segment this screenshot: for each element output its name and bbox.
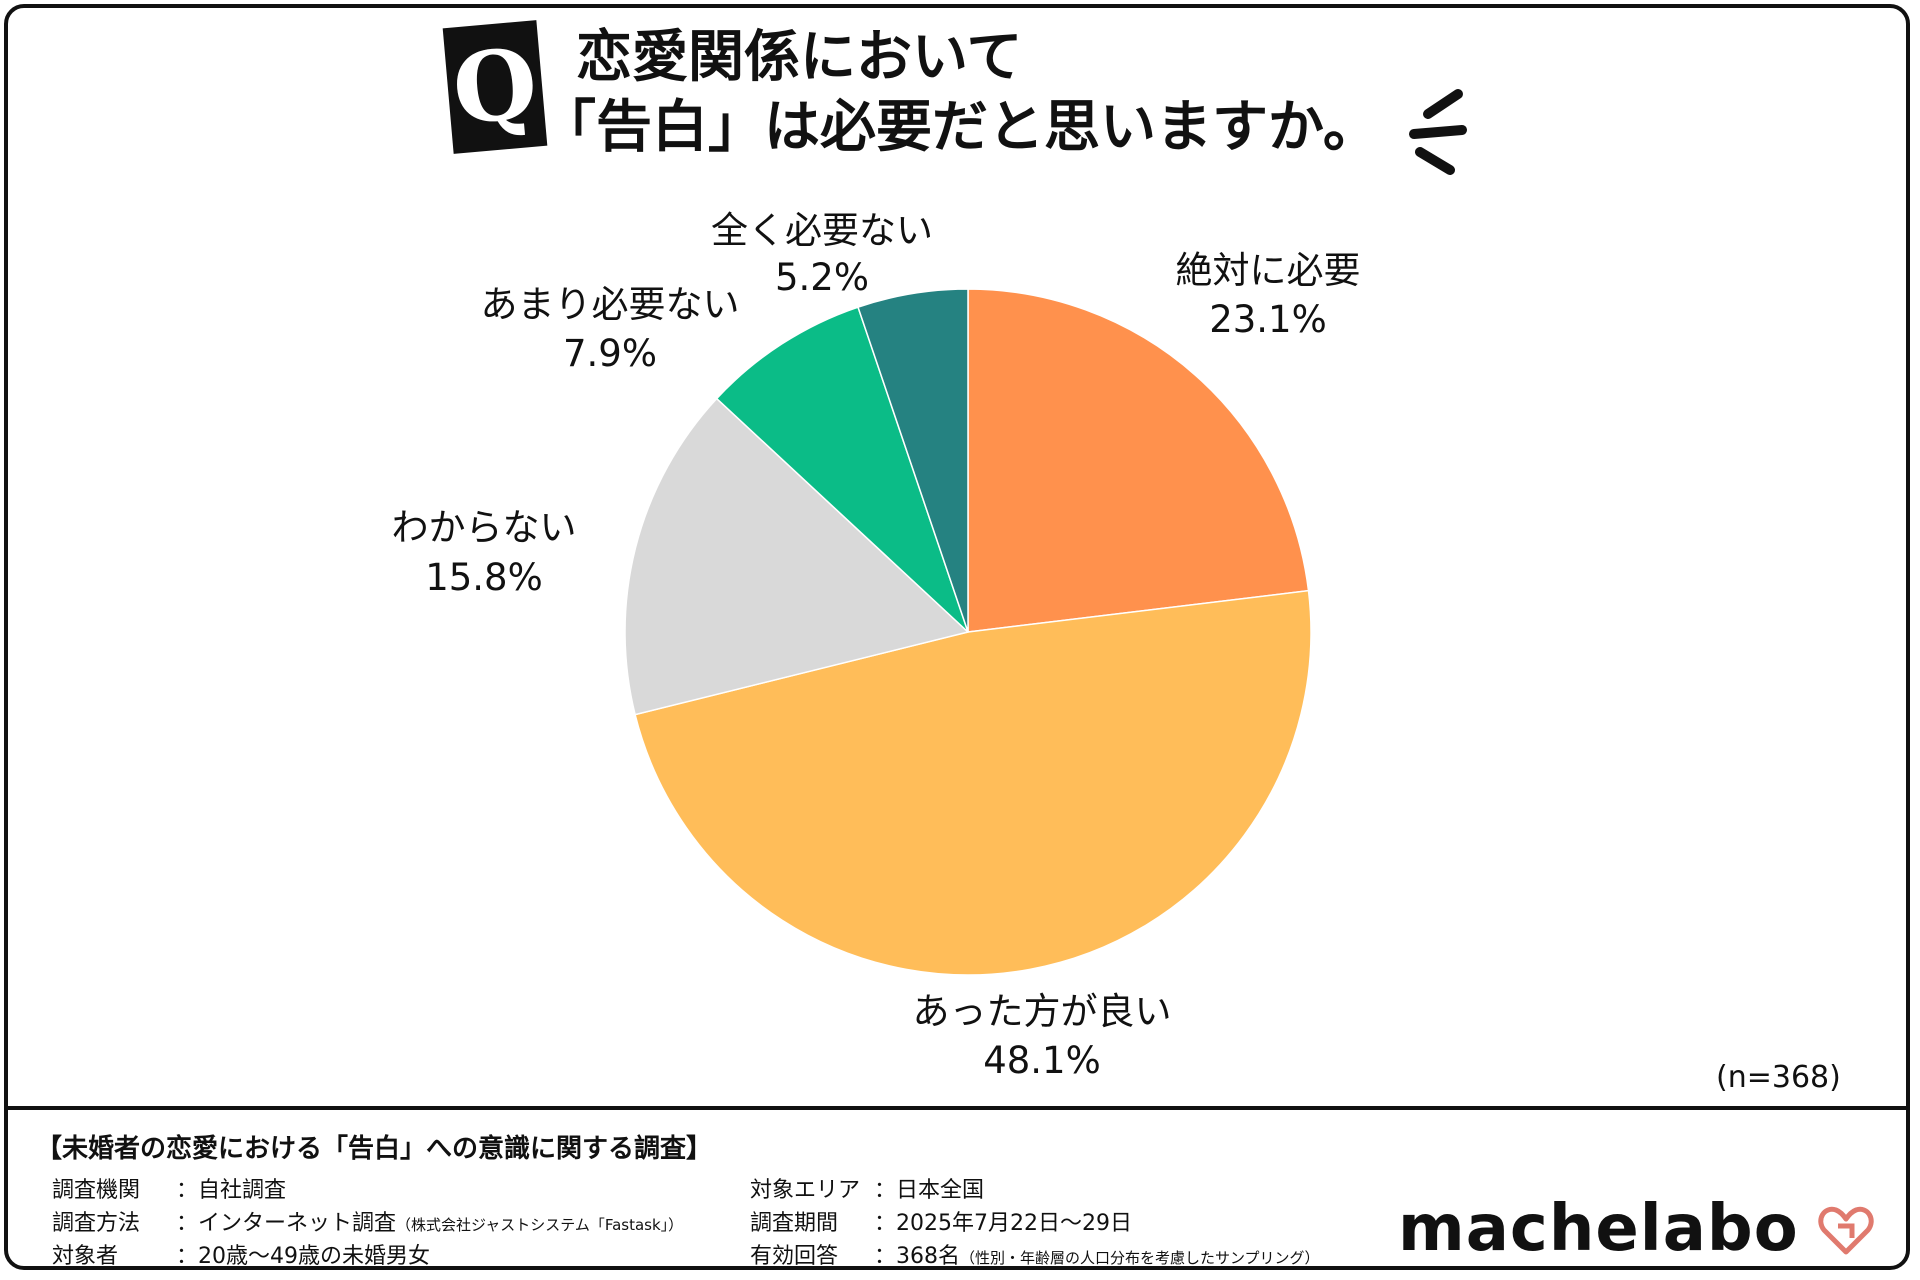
emphasis-sparks-icon — [1409, 89, 1467, 175]
slice-label-2: わからない — [392, 506, 577, 549]
slice-label-3: あまり必要ない — [481, 283, 740, 326]
info-right-0: 対象エリア ：日本全国 — [750, 1178, 985, 1203]
title-line-2: 「告白」は必要だと思いますか。 — [540, 95, 1379, 160]
info-right-1: 調査期間 ：2025年7月22日〜29日 — [750, 1211, 1132, 1236]
slice-label-0: 絶対に必要 — [1176, 249, 1361, 292]
info-left-1: 調査方法 ：インターネット調査（株式会社ジャストシステム「Fastask」） — [52, 1211, 684, 1236]
pie-slice-4 — [857, 288, 969, 633]
machelabo-logo: machelabo — [1398, 1192, 1799, 1266]
slice-label-4: 全く必要ない — [711, 209, 933, 252]
slice-value-0: 23.1% — [1209, 298, 1327, 341]
chart-title: 恋愛関係において 「告白」は必要だと思いますか。 — [540, 24, 1379, 164]
sample-size-note: (n=368) — [1716, 1060, 1841, 1095]
slice-value-3: 7.9% — [563, 332, 657, 375]
pie-slice-0 — [967, 288, 1310, 633]
heart-logo-icon — [1818, 1206, 1874, 1255]
info-right-2: 有効回答 ：368名（性別・年齢層の人口分布を考慮したサンプリング） — [750, 1244, 1320, 1269]
slice-label-1: あった方が良い — [913, 990, 1172, 1033]
slice-value-1: 48.1% — [983, 1039, 1101, 1082]
info-left-0: 調査機関 ：自社調査 — [52, 1178, 287, 1203]
slice-value-4: 5.2% — [775, 256, 869, 299]
slice-value-2: 15.8% — [425, 556, 543, 599]
pie-slice-1 — [634, 589, 1312, 976]
pie-slice-2 — [624, 397, 970, 716]
info-left-2: 対象者 ：20歳〜49歳の未婚男女 — [52, 1244, 430, 1269]
pie-chart: 絶対に必要 23.1% あった方が良い 48.1% わからない 15.8% あまり必要ない 7… — [392, 209, 1361, 1082]
title-line-1: 恋愛関係において — [576, 25, 1023, 90]
pie-slice-3 — [715, 306, 969, 633]
footer-divider — [4, 1106, 1910, 1110]
survey-title: 【未婚者の恋愛における「告白」への意識に関する調査】 — [36, 1134, 713, 1164]
